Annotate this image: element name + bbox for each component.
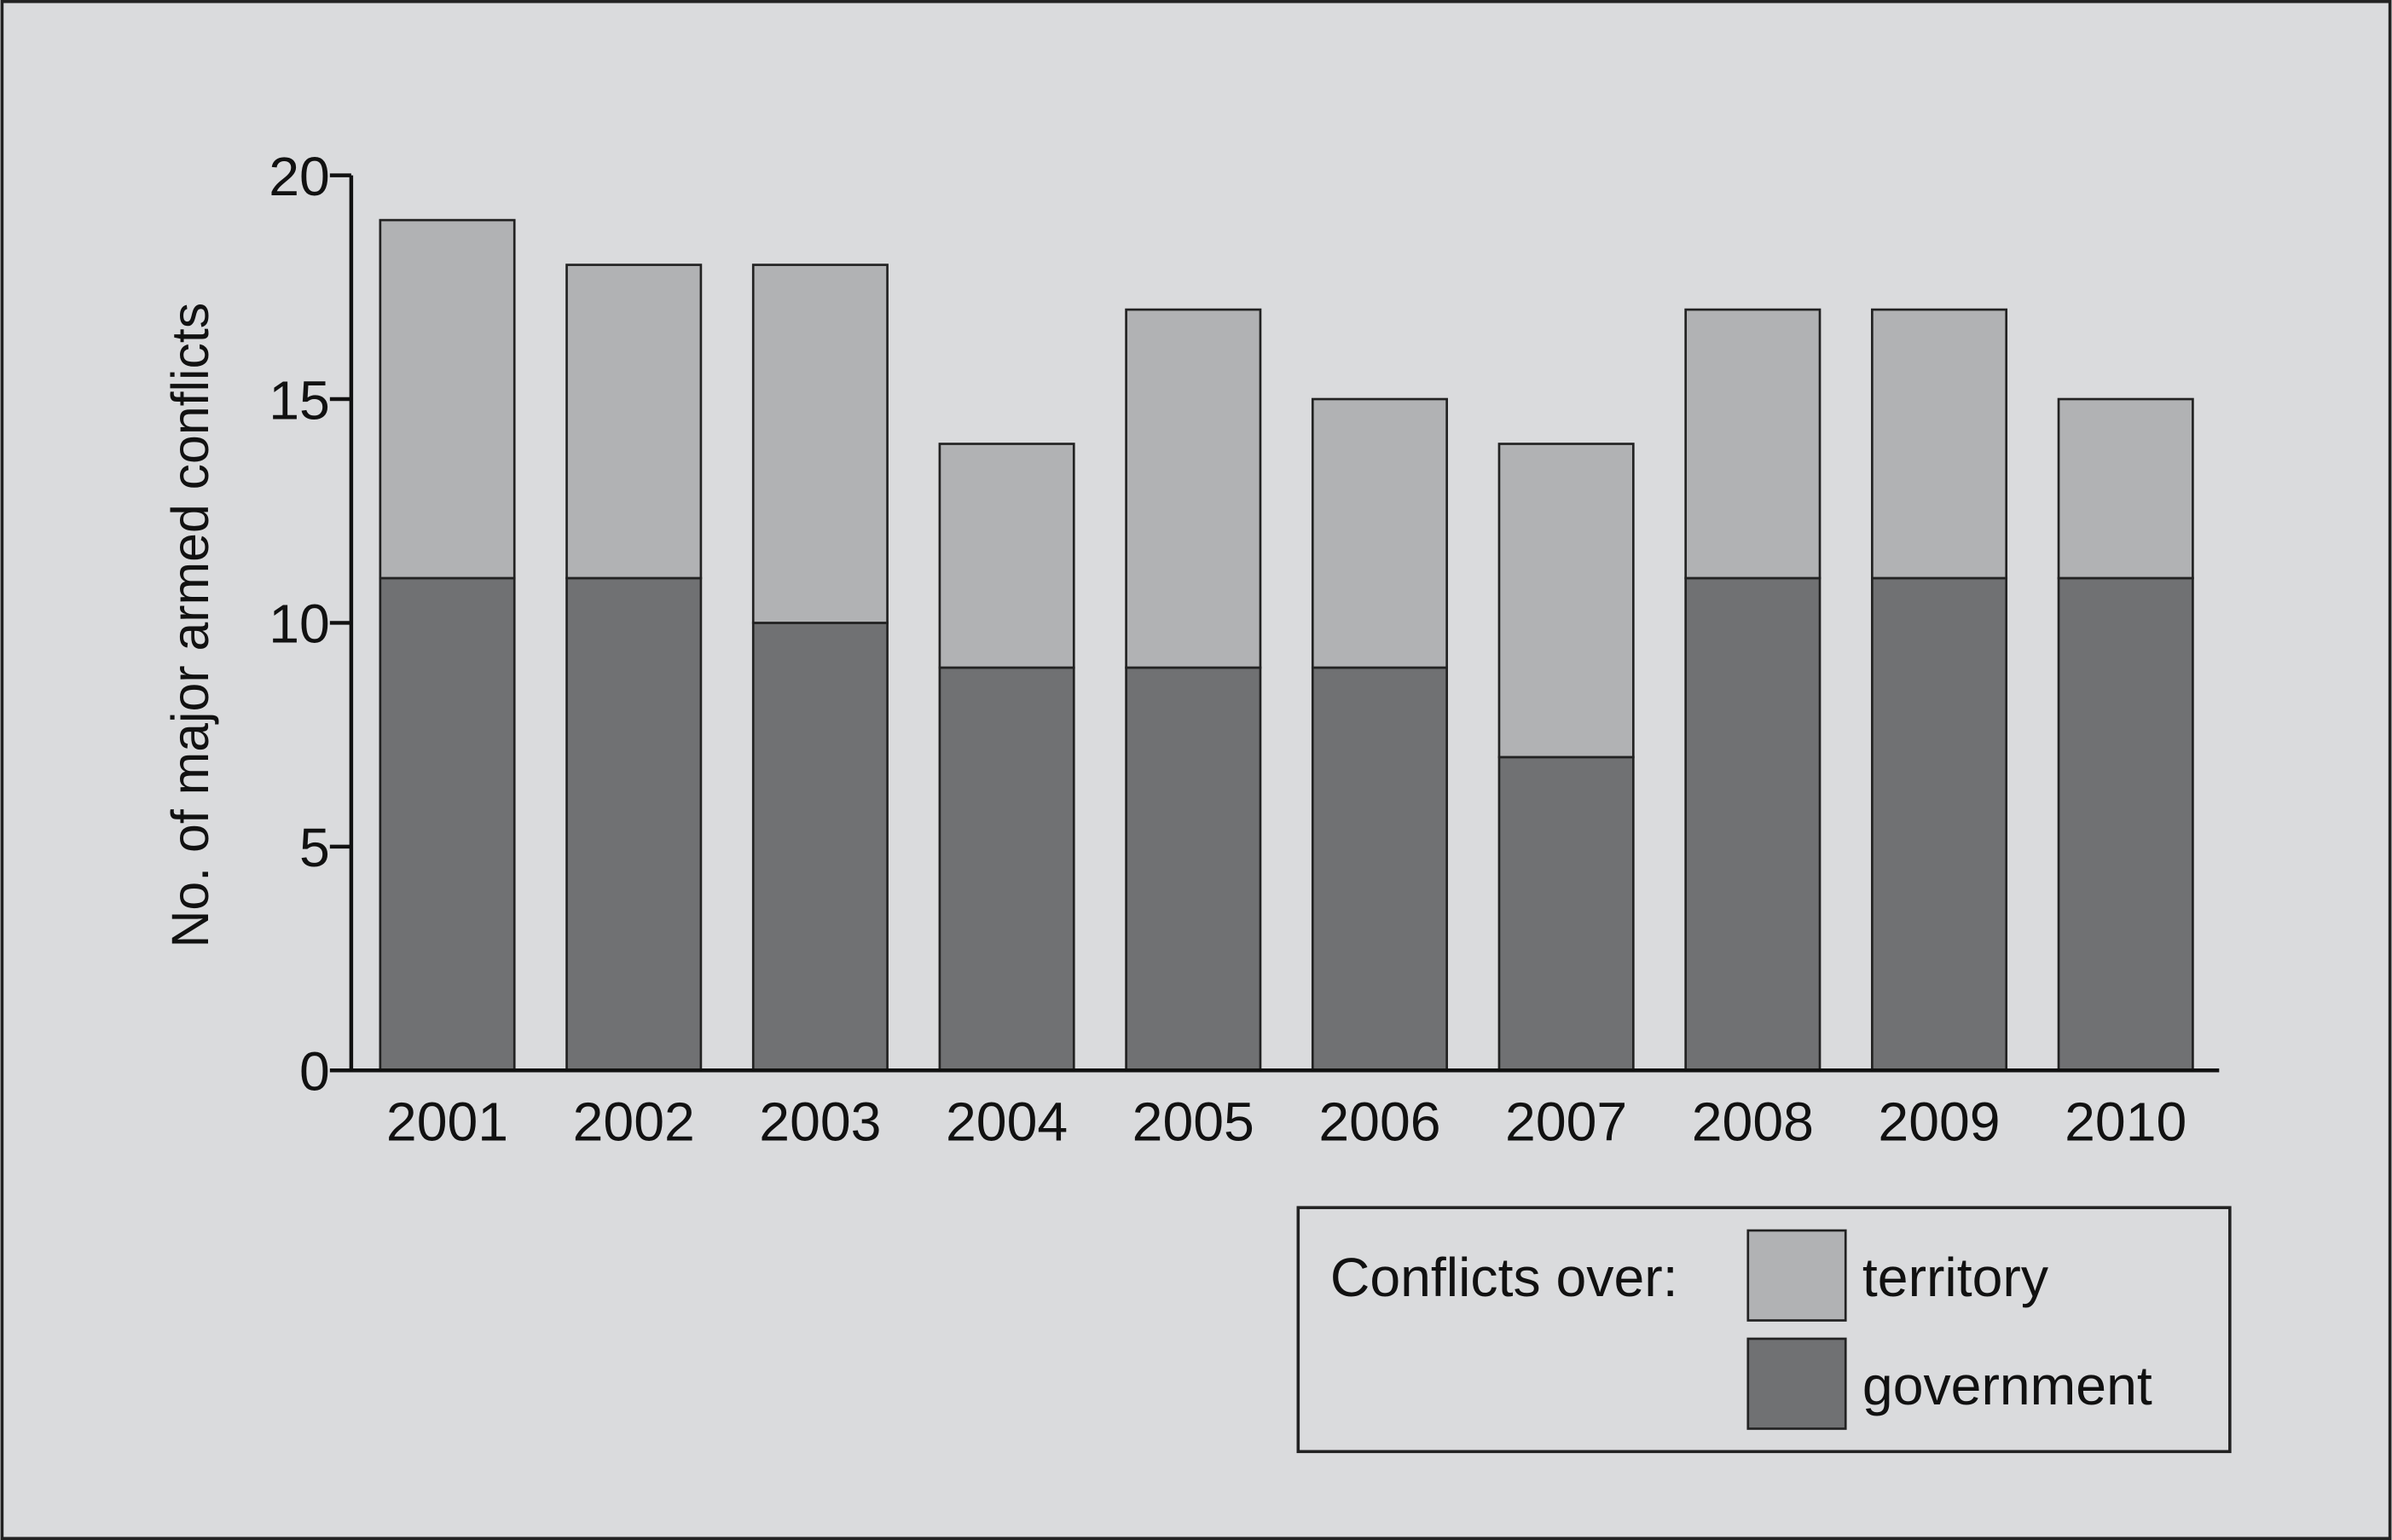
bar-territory-2002 bbox=[565, 263, 703, 580]
y-tick-label: 15 bbox=[269, 369, 330, 431]
y-tick-label: 5 bbox=[299, 817, 330, 878]
bar-territory-2005 bbox=[1125, 308, 1262, 669]
y-axis-label: No. of major armed conflicts bbox=[161, 303, 219, 948]
bar-government-2003 bbox=[751, 622, 889, 1072]
y-tick-label: 0 bbox=[299, 1041, 330, 1103]
bar-territory-2004 bbox=[938, 443, 1075, 669]
legend-box bbox=[1296, 1206, 2232, 1454]
x-tick-label: 2001 bbox=[386, 1091, 508, 1153]
bar-territory-2009 bbox=[1871, 308, 2008, 580]
x-tick-label: 2002 bbox=[573, 1091, 695, 1153]
x-tick-label: 2008 bbox=[1692, 1091, 1814, 1153]
legend-title: Conflicts over: bbox=[1330, 1247, 1678, 1308]
bar-government-2007 bbox=[1497, 756, 1635, 1072]
bar-government-2006 bbox=[1311, 666, 1448, 1072]
y-tick-label: 10 bbox=[269, 593, 330, 655]
legend-swatch-territory bbox=[1746, 1229, 1847, 1322]
bar-territory-2010 bbox=[2057, 397, 2194, 580]
legend-swatch-government bbox=[1746, 1337, 1847, 1430]
bar-government-2004 bbox=[938, 666, 1075, 1072]
y-tick-label: 20 bbox=[269, 146, 330, 207]
bar-territory-2003 bbox=[751, 263, 889, 624]
x-tick-label: 2010 bbox=[2065, 1091, 2186, 1153]
bar-territory-2008 bbox=[1684, 308, 1822, 580]
legend-label-government: government bbox=[1862, 1355, 2152, 1416]
x-tick-label: 2004 bbox=[946, 1091, 1068, 1153]
bar-government-2010 bbox=[2057, 576, 2194, 1072]
x-tick-label: 2007 bbox=[1505, 1091, 1627, 1153]
bar-government-2008 bbox=[1684, 576, 1822, 1072]
x-tick-label: 2005 bbox=[1132, 1091, 1254, 1153]
bar-territory-2001 bbox=[379, 218, 516, 580]
bar-government-2009 bbox=[1871, 576, 2008, 1072]
bar-territory-2006 bbox=[1311, 397, 1448, 669]
legend-label-territory: territory bbox=[1862, 1247, 2049, 1308]
legend: Conflicts over: territory government bbox=[1296, 1206, 2232, 1454]
x-tick-label: 2006 bbox=[1318, 1091, 1440, 1153]
bar-territory-2007 bbox=[1497, 443, 1635, 759]
x-tick-label: 2009 bbox=[1878, 1091, 2000, 1153]
bar-government-2001 bbox=[379, 576, 516, 1072]
x-tick-label: 2003 bbox=[759, 1091, 881, 1153]
bar-government-2002 bbox=[565, 576, 703, 1072]
bar-government-2005 bbox=[1125, 666, 1262, 1072]
